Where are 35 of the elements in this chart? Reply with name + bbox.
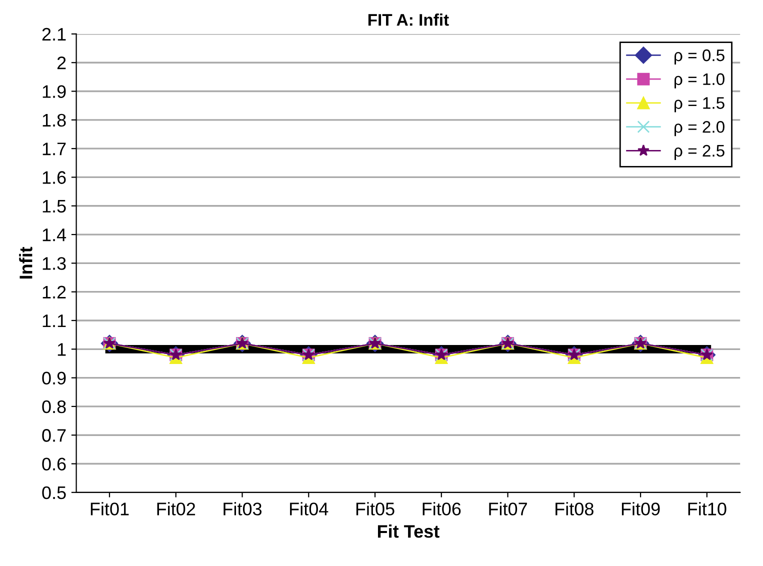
y-tick-label: 1.6 <box>42 171 66 184</box>
x-axis-title: Fit Test <box>378 524 440 538</box>
y-tick-label: 0.7 <box>42 429 66 442</box>
y-tick-label: 1.2 <box>42 286 66 298</box>
y-tick-label: 0.9 <box>42 372 66 385</box>
x-tick-label: Fit09 <box>622 502 660 516</box>
y-tick-label: 0.5 <box>42 486 66 500</box>
legend-label: ρ = 1.5 <box>674 97 724 112</box>
y-tick-label: 1.4 <box>42 228 66 242</box>
y-tick-label: 1.3 <box>42 257 66 270</box>
chart-title: FIT A: Infit <box>368 14 449 26</box>
y-axis-title: Infit <box>19 246 32 279</box>
x-tick-label: Fit08 <box>556 502 594 516</box>
x-tick-label: Fit01 <box>90 502 129 516</box>
legend-label: ρ = 2.5 <box>674 144 724 160</box>
x-tick-label: Fit05 <box>356 502 394 516</box>
x-tick-label: Fit03 <box>224 502 262 516</box>
legend-label: ρ = 1.0 <box>674 73 724 88</box>
y-tick-label: 1.1 <box>42 314 66 328</box>
legend-label: ρ = 2.0 <box>674 121 724 136</box>
y-tick-label: 0.8 <box>42 400 66 414</box>
y-tick-label: 2.1 <box>42 28 66 40</box>
x-tick-label: Fit07 <box>489 502 527 516</box>
y-tick-label: 1.9 <box>42 85 66 98</box>
y-tick-label: 1.8 <box>42 114 66 127</box>
x-tick-label: Fit10 <box>688 502 726 516</box>
x-tick-label: Fit02 <box>157 502 196 516</box>
y-tick-label: 2 <box>57 56 66 70</box>
y-tick-label: 1.5 <box>42 200 66 213</box>
x-tick-label: Fit06 <box>422 502 461 516</box>
y-tick-label: 1.7 <box>42 142 66 156</box>
x-tick-label: Fit04 <box>290 502 328 516</box>
legend-label: ρ = 0.5 <box>674 49 724 64</box>
y-tick-label: 0.6 <box>42 458 66 470</box>
y-tick-label: 1 <box>58 343 66 356</box>
